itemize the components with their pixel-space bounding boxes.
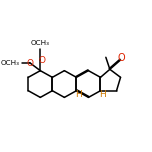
Text: OCH₃: OCH₃ [31, 40, 50, 46]
Text: H: H [99, 90, 106, 98]
Text: O: O [117, 53, 125, 63]
Text: O: O [38, 56, 45, 65]
Text: H: H [75, 90, 82, 98]
Text: OCH₃: OCH₃ [1, 60, 20, 66]
Text: O: O [27, 59, 34, 67]
